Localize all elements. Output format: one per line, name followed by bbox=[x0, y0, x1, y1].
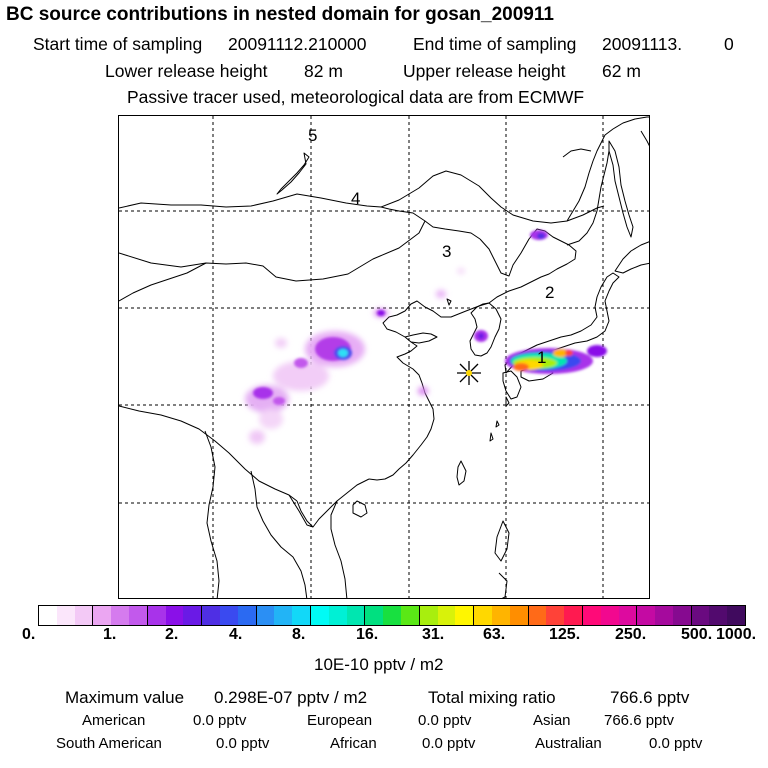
colorbar-segment bbox=[437, 606, 456, 625]
colorbar-segment bbox=[165, 606, 184, 625]
colorbar-segment bbox=[255, 606, 275, 625]
colorbar-segment bbox=[400, 606, 419, 625]
colorbar-segment bbox=[74, 606, 93, 625]
colorbar-tick-label: 63. bbox=[483, 626, 506, 643]
colorbar-segment bbox=[111, 606, 129, 625]
colorbar-tick-label: 31. bbox=[422, 626, 445, 643]
model-note: Passive tracer used, meteorological data… bbox=[127, 87, 585, 107]
colorbar-segment bbox=[201, 606, 220, 625]
colorbar-segment bbox=[56, 606, 75, 625]
colorbar-tick-label: 1000. bbox=[716, 626, 757, 643]
colorbar-tick-label: 0. bbox=[22, 626, 36, 643]
colorbar-tick-label: 1. bbox=[103, 626, 117, 643]
contrib-value-south-american: 0.0 pptv bbox=[216, 735, 270, 752]
colorbar-tick-label: 2. bbox=[165, 626, 179, 643]
max-value: 0.298E-07 pptv / m2 bbox=[214, 688, 368, 707]
colorbar-segment bbox=[672, 606, 691, 625]
colorbar-segment bbox=[292, 606, 310, 625]
total-mixing-label: Total mixing ratio bbox=[428, 688, 556, 707]
colorbar-segment bbox=[346, 606, 365, 625]
colorbar-segment bbox=[527, 606, 547, 625]
end-time-value: 20091113. bbox=[602, 34, 683, 54]
start-time-label: Start time of sampling bbox=[33, 34, 203, 54]
colorbar-segment bbox=[581, 606, 601, 625]
contrib-name-asian: Asian bbox=[533, 712, 571, 729]
lower-release-value: 82 m bbox=[304, 61, 343, 81]
region-label-3: 3 bbox=[442, 242, 451, 261]
source-contribution-field bbox=[245, 230, 607, 444]
map-svg: 5 4 3 2 1 bbox=[119, 116, 649, 598]
colorbar-tick-label: 250. bbox=[615, 626, 647, 643]
region-label-2: 2 bbox=[545, 283, 554, 302]
colorbar-segment bbox=[564, 606, 582, 625]
colorbar-segment bbox=[274, 606, 293, 625]
upper-release-label: Upper release height bbox=[403, 61, 566, 81]
colorbar-segment bbox=[128, 606, 147, 625]
colorbar-tick-label: 8. bbox=[292, 626, 306, 643]
contrib-value-european: 0.0 pptv bbox=[418, 712, 472, 729]
start-time-value: 20091112.210000 bbox=[228, 34, 367, 54]
colorbar-segment bbox=[655, 606, 673, 625]
colorbar-segment bbox=[618, 606, 637, 625]
region-label-4: 4 bbox=[351, 189, 360, 208]
end-time-label: End time of sampling bbox=[413, 34, 577, 54]
contrib-name-australian: Australian bbox=[535, 735, 602, 752]
contrib-name-african: African bbox=[330, 735, 377, 752]
colorbar-segment bbox=[383, 606, 401, 625]
colorbar-segment bbox=[546, 606, 565, 625]
contrib-value-african: 0.0 pptv bbox=[422, 735, 476, 752]
colorbar bbox=[38, 605, 746, 626]
colorbar-segment bbox=[92, 606, 112, 625]
colorbar-tick-label: 125. bbox=[549, 626, 581, 643]
contrib-value-asian: 766.6 pptv bbox=[604, 712, 675, 729]
colorbar-segment bbox=[237, 606, 256, 625]
total-mixing-value: 766.6 pptv bbox=[610, 688, 690, 707]
lower-release-label: Lower release height bbox=[105, 61, 268, 81]
colorbar-segment bbox=[473, 606, 492, 625]
colorbar-segment bbox=[328, 606, 347, 625]
colorbar-segment bbox=[455, 606, 474, 625]
map-panel: 5 4 3 2 1 bbox=[118, 115, 650, 599]
plot-title: BC source contributions in nested domain… bbox=[6, 4, 554, 25]
colorbar-segment bbox=[364, 606, 384, 625]
contrib-name-american: American bbox=[82, 712, 146, 729]
colorbar-segment bbox=[600, 606, 619, 625]
colorbar-tick-label: 16. bbox=[356, 626, 379, 643]
contrib-name-european: European bbox=[307, 712, 373, 729]
contrib-value-american: 0.0 pptv bbox=[193, 712, 247, 729]
colorbar-segment bbox=[491, 606, 510, 625]
colorbar-segment bbox=[636, 606, 656, 625]
colorbar-segment bbox=[709, 606, 728, 625]
colorbar-unit: 10E-10 pptv / m2 bbox=[314, 655, 444, 674]
colorbar-segment bbox=[727, 606, 746, 625]
end-time-extra: 0 bbox=[724, 34, 734, 54]
colorbar-segment bbox=[183, 606, 202, 625]
region-labels: 5 4 3 2 1 bbox=[308, 126, 554, 367]
colorbar-segment bbox=[39, 606, 57, 625]
colorbar-segment bbox=[219, 606, 238, 625]
contrib-value-australian: 0.0 pptv bbox=[649, 735, 703, 752]
upper-release-value: 62 m bbox=[602, 61, 641, 81]
colorbar-segment bbox=[309, 606, 329, 625]
colorbar-segment bbox=[146, 606, 166, 625]
colorbar-segment bbox=[418, 606, 438, 625]
colorbar-tick-label: 500. bbox=[681, 626, 713, 643]
coastlines bbox=[119, 116, 649, 598]
contrib-name-south-american: South American bbox=[56, 735, 162, 752]
region-label-1: 1 bbox=[537, 348, 546, 367]
region-label-5: 5 bbox=[308, 126, 317, 145]
max-value-label: Maximum value bbox=[65, 688, 185, 707]
colorbar-tick-label: 4. bbox=[229, 626, 243, 643]
colorbar-segment bbox=[509, 606, 528, 625]
colorbar-segment bbox=[690, 606, 710, 625]
